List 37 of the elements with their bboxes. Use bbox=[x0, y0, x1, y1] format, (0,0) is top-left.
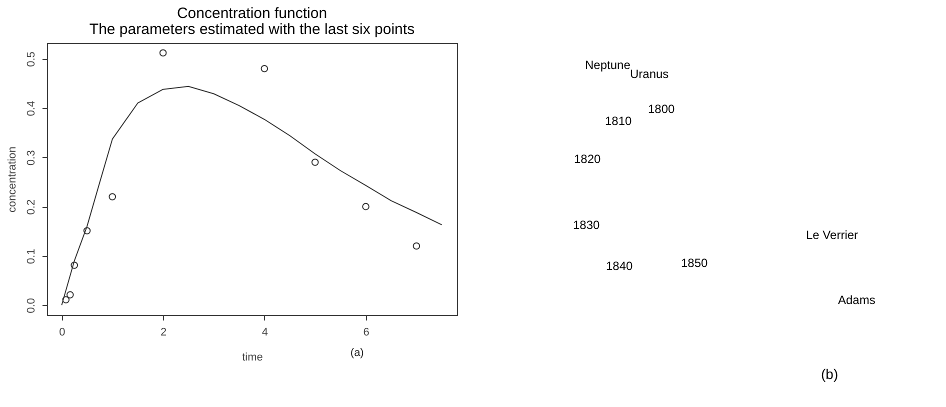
x-axis-title: time bbox=[242, 352, 263, 364]
point bbox=[108, 193, 116, 200]
y-axis-title: concentration bbox=[6, 146, 18, 213]
y-tick-label: 0.3 bbox=[26, 150, 38, 166]
y-tick-label: 0.0 bbox=[26, 298, 38, 314]
text: (b) bbox=[821, 366, 838, 382]
y-tick-label: 0.4 bbox=[26, 100, 38, 116]
line-series bbox=[61, 86, 442, 306]
x-tick-label: 4 bbox=[262, 326, 268, 338]
point bbox=[260, 64, 268, 72]
point bbox=[412, 242, 420, 250]
point bbox=[62, 296, 70, 304]
text: Le Verrier bbox=[806, 228, 858, 242]
point bbox=[83, 227, 91, 234]
point bbox=[362, 202, 370, 210]
text: 1850 bbox=[681, 256, 708, 270]
text: Adams bbox=[838, 293, 876, 307]
text: 1800 bbox=[648, 102, 676, 116]
text: 1830 bbox=[573, 218, 600, 232]
point bbox=[66, 291, 74, 298]
x-tick-label: 2 bbox=[160, 326, 167, 338]
point bbox=[311, 158, 319, 166]
text: Neptune bbox=[585, 58, 631, 72]
y-tick-label: 0.1 bbox=[26, 248, 38, 264]
text: 1810 bbox=[605, 114, 632, 128]
chart-title: Concentration function bbox=[176, 5, 328, 22]
x-tick-label: 6 bbox=[363, 326, 370, 338]
text: (a) bbox=[350, 347, 364, 359]
text: 1820 bbox=[574, 152, 602, 166]
y-tick-label: 0.5 bbox=[26, 52, 38, 67]
point bbox=[70, 262, 78, 269]
chart-subtitle: The parameters estimated with the last six points bbox=[89, 21, 415, 38]
text: 1840 bbox=[606, 259, 634, 273]
text: Uranus bbox=[630, 67, 669, 81]
point bbox=[159, 49, 167, 57]
x-tick-label: 0 bbox=[59, 326, 66, 338]
y-tick-label: 0.2 bbox=[26, 199, 38, 215]
